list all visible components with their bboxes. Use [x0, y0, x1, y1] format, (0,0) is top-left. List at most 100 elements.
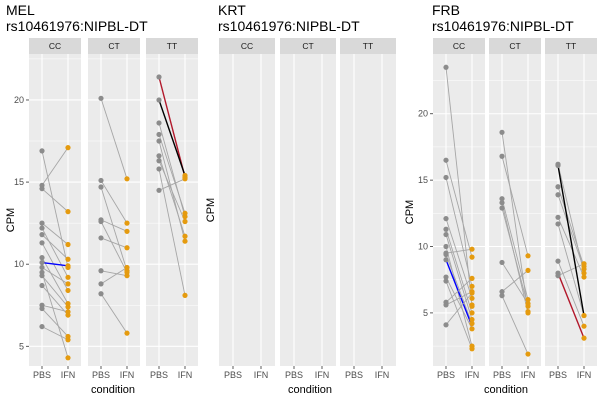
mel-point-pbs — [39, 255, 45, 261]
mel-point-pbs — [156, 153, 162, 159]
mel-point-ifn — [182, 176, 188, 182]
frb-point-pbs — [499, 196, 505, 202]
mel-strip-label-0: CC — [49, 41, 61, 51]
frb-title-line1: FRB — [432, 2, 460, 18]
mel-point-ifn — [65, 241, 71, 248]
mel-point-ifn — [124, 245, 130, 251]
frb-point-ifn — [525, 310, 531, 316]
mel-point-ifn — [124, 269, 130, 275]
krt-strip-0 — [219, 38, 275, 54]
mel-point-pbs — [98, 184, 104, 190]
frb-point-pbs — [499, 153, 505, 159]
mel-panel-bg-1 — [88, 54, 140, 366]
mel-point-ifn — [124, 330, 130, 336]
mel-point-ifn — [65, 209, 71, 215]
mel-point-ifn — [182, 238, 188, 244]
mel-pair-line — [41, 272, 69, 358]
mel-point-pbs — [98, 235, 104, 241]
frb-point-pbs — [443, 216, 449, 222]
mel-point-ifn — [65, 337, 71, 343]
frb-point-pbs — [443, 322, 449, 328]
krt-strip-label-1: CT — [302, 41, 313, 51]
mel-point-ifn — [65, 145, 71, 151]
mel-point-ifn — [124, 220, 130, 226]
mel-point-pbs — [39, 220, 45, 226]
frb-title-line2: rs10461976:NIPBL-DT — [432, 18, 574, 34]
mel-point-pbs — [156, 131, 162, 138]
mel-panel-bg-2 — [146, 54, 198, 366]
frb-point-pbs — [499, 259, 505, 266]
frb-point-ifn — [525, 297, 531, 303]
mel-point-pbs — [98, 281, 104, 287]
frb-point-ifn — [469, 326, 475, 332]
mel-y-tick-label: 20 — [14, 95, 24, 105]
frb-pair-line — [557, 164, 585, 274]
mel-y-axis-title: CPM — [5, 208, 17, 232]
frb-pair-line — [445, 291, 473, 306]
mel-pair-line — [41, 308, 69, 337]
frb-pair-line — [445, 254, 473, 324]
frb-point-ifn — [469, 275, 475, 281]
frb-x-tick-label-ifn: IFN — [521, 370, 536, 380]
frb-point-ifn — [525, 253, 531, 259]
frb-point-pbs — [499, 205, 505, 211]
mel-point-pbs — [39, 264, 45, 271]
frb-panel-bg-1 — [489, 54, 541, 366]
frb-point-ifn — [469, 346, 475, 352]
mel-point-ifn — [65, 287, 71, 294]
frb-x-tick-label-pbs: PBS — [493, 370, 511, 380]
frb-point-pbs — [555, 192, 561, 198]
frb-strip-2 — [545, 38, 597, 54]
mel-point-ifn — [65, 281, 71, 287]
frb-pair-line — [501, 270, 529, 292]
mel-pair-line — [158, 134, 186, 214]
frb-pair-line — [445, 67, 473, 305]
krt-x-tick-label-pbs: PBS — [285, 370, 303, 380]
krt-x-tick-label-ifn: IFN — [315, 370, 330, 380]
mel-point-pbs — [98, 268, 104, 274]
frb-point-pbs — [443, 302, 449, 308]
frb-point-ifn — [581, 312, 587, 319]
krt-x-tick-label-pbs: PBS — [345, 370, 363, 380]
mel-point-pbs — [39, 186, 45, 192]
frb-y-tick-label: 20 — [418, 109, 428, 119]
frb-point-ifn — [581, 335, 587, 341]
krt-title-line2: rs10461976:NIPBL-DT — [218, 18, 360, 34]
frb-point-pbs — [499, 289, 505, 295]
mel-strip-1 — [88, 38, 140, 54]
frb-point-ifn — [581, 261, 587, 267]
mel-point-pbs — [39, 269, 45, 275]
frb-point-pbs — [555, 273, 561, 279]
frb-point-pbs — [499, 200, 505, 206]
krt-strip-label-0: CC — [241, 41, 253, 51]
frb-point-ifn — [525, 267, 531, 274]
frb-point-ifn — [469, 254, 475, 260]
frb-y-axis-title: CPM — [404, 200, 416, 224]
frb-point-pbs — [555, 162, 561, 169]
mel-y-tick-label: 15 — [14, 177, 24, 187]
krt-strip-label-2: TT — [363, 41, 373, 51]
frb-point-ifn — [469, 290, 475, 296]
mel-y-tick-label: 10 — [14, 259, 24, 269]
mel-x-tick-label-pbs: PBS — [92, 370, 110, 380]
frb-point-pbs — [555, 214, 561, 220]
frb-point-pbs — [443, 231, 449, 238]
mel-point-pbs — [39, 148, 45, 154]
mel-point-ifn — [65, 304, 71, 310]
frb-pair-line — [445, 259, 473, 327]
frb-point-pbs — [443, 274, 449, 280]
frb-point-pbs — [443, 250, 449, 256]
krt-strip-2 — [340, 38, 396, 54]
krt-x-tick-label-ifn: IFN — [254, 370, 269, 380]
frb-point-pbs — [499, 129, 505, 135]
frb-point-pbs — [443, 278, 449, 284]
frb-pair-line — [501, 156, 529, 256]
mel-point-pbs — [98, 218, 104, 225]
mel-strip-label-2: TT — [167, 41, 177, 51]
krt-x-axis-title: condition — [288, 384, 332, 396]
mel-x-tick-label-ifn: IFN — [178, 370, 193, 380]
frb-pair-line — [557, 263, 585, 277]
mel-pair-line — [100, 221, 128, 273]
frb-x-tick-label-pbs: PBS — [549, 370, 567, 380]
mel-point-ifn — [124, 176, 130, 182]
